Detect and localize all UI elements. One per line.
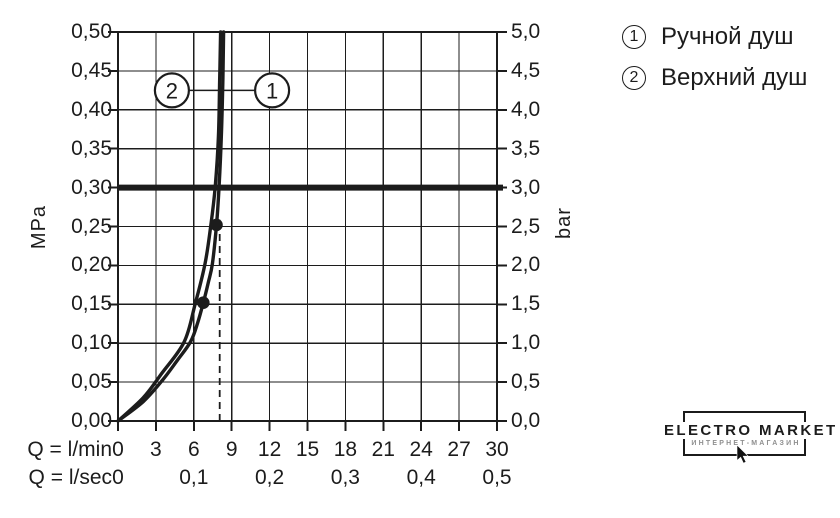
y-tick-label-left: 0,10: [71, 331, 112, 355]
legend-circled-number-1: 1: [622, 25, 646, 49]
y-tick-label-left: 0,00: [71, 409, 112, 432]
y-tick-label-right: 3,5: [511, 136, 541, 160]
curve-1: [116, 30, 226, 423]
data-point-marker: [210, 218, 223, 232]
y-tick-label-right: 3,0: [511, 175, 541, 199]
logo-subtitle: ИНТЕРНЕТ-МАГАЗИН: [691, 440, 801, 447]
callout-number-2: 2: [166, 78, 178, 103]
y-tick-label-left: 0,35: [71, 136, 112, 160]
x-tick-label-lmin: 30: [485, 438, 509, 461]
y-tick-label-right: 5,0: [511, 20, 541, 43]
y-tick-label-left: 0,25: [71, 214, 112, 238]
x-tick-label-lmin: 15: [295, 438, 320, 461]
callout-circle-1: [254, 72, 291, 109]
curve-2: [116, 30, 223, 423]
x-tick-label-lsec: 0,5: [482, 466, 512, 489]
y-tick-label-right: 1,0: [511, 331, 541, 355]
y-tick-label-right: 4,5: [511, 58, 541, 82]
y-tick-label-left: 0,45: [71, 58, 112, 82]
x-tick-label-lmin: 0: [112, 438, 124, 461]
x-tick-label-lmin: 9: [225, 438, 238, 461]
callout-circle-2: [153, 72, 190, 109]
x-tick-label-lmin: 3: [150, 438, 162, 461]
y-tick-label-left: 0,30: [71, 175, 112, 199]
legend-label-overhead-shower: Верхний душ: [661, 64, 808, 91]
y-tick-label-right: 0,5: [511, 370, 541, 394]
x-axis-label-lsec: Q = l/sec: [28, 466, 112, 489]
legend-label-hand-shower: Ручной душ: [661, 23, 794, 50]
x-tick-label-lsec: 0: [112, 466, 124, 489]
x-tick-label-lsec: 0,4: [406, 466, 436, 489]
x-axis-label-lmin: Q = l/min: [27, 438, 112, 461]
y-tick-label-right: 2,0: [511, 253, 541, 277]
legend-item-overhead-shower: 2 Верхний душ: [622, 64, 808, 91]
x-tick-label-lmin: 18: [333, 438, 358, 461]
x-tick-label-lmin: 27: [447, 438, 471, 461]
y-tick-label-right: 4,0: [511, 97, 541, 121]
logo-title: ELECTRO MARKET: [664, 422, 838, 439]
legend: 1 Ручной душ 2 Верхний душ: [622, 23, 808, 106]
callout-number-1: 1: [266, 78, 278, 103]
mouse-cursor-icon: [736, 445, 749, 464]
x-tick-label-lmin: 21: [371, 438, 395, 461]
x-tick-label-lmin: 6: [187, 438, 200, 461]
y-tick-label-right: 0,0: [511, 409, 541, 432]
x-tick-label-lsec: 0,1: [179, 466, 209, 489]
y-tick-label-left: 0,15: [71, 292, 112, 316]
y-tick-label-left: 0,20: [71, 253, 112, 277]
y-tick-label-right: 2,5: [511, 214, 541, 238]
y-tick-label-left: 0,05: [71, 370, 112, 394]
x-tick-label-lsec: 0,2: [254, 466, 285, 489]
electro-market-logo: ELECTRO MARKET ИНТЕРНЕТ-МАГАЗИН: [664, 408, 838, 464]
y-tick-label-left: 0,40: [71, 97, 112, 121]
x-tick-label-lsec: 0,3: [330, 466, 360, 489]
x-tick-label-lmin: 24: [409, 438, 433, 461]
legend-item-hand-shower: 1 Ручной душ: [622, 23, 807, 50]
legend-circled-number-2: 2: [622, 66, 646, 90]
y-tick-label-left: 0,50: [71, 20, 112, 43]
y-tick-label-right: 1,5: [511, 292, 541, 316]
data-point-marker: [197, 296, 210, 310]
x-tick-label-lmin: 12: [257, 438, 282, 461]
